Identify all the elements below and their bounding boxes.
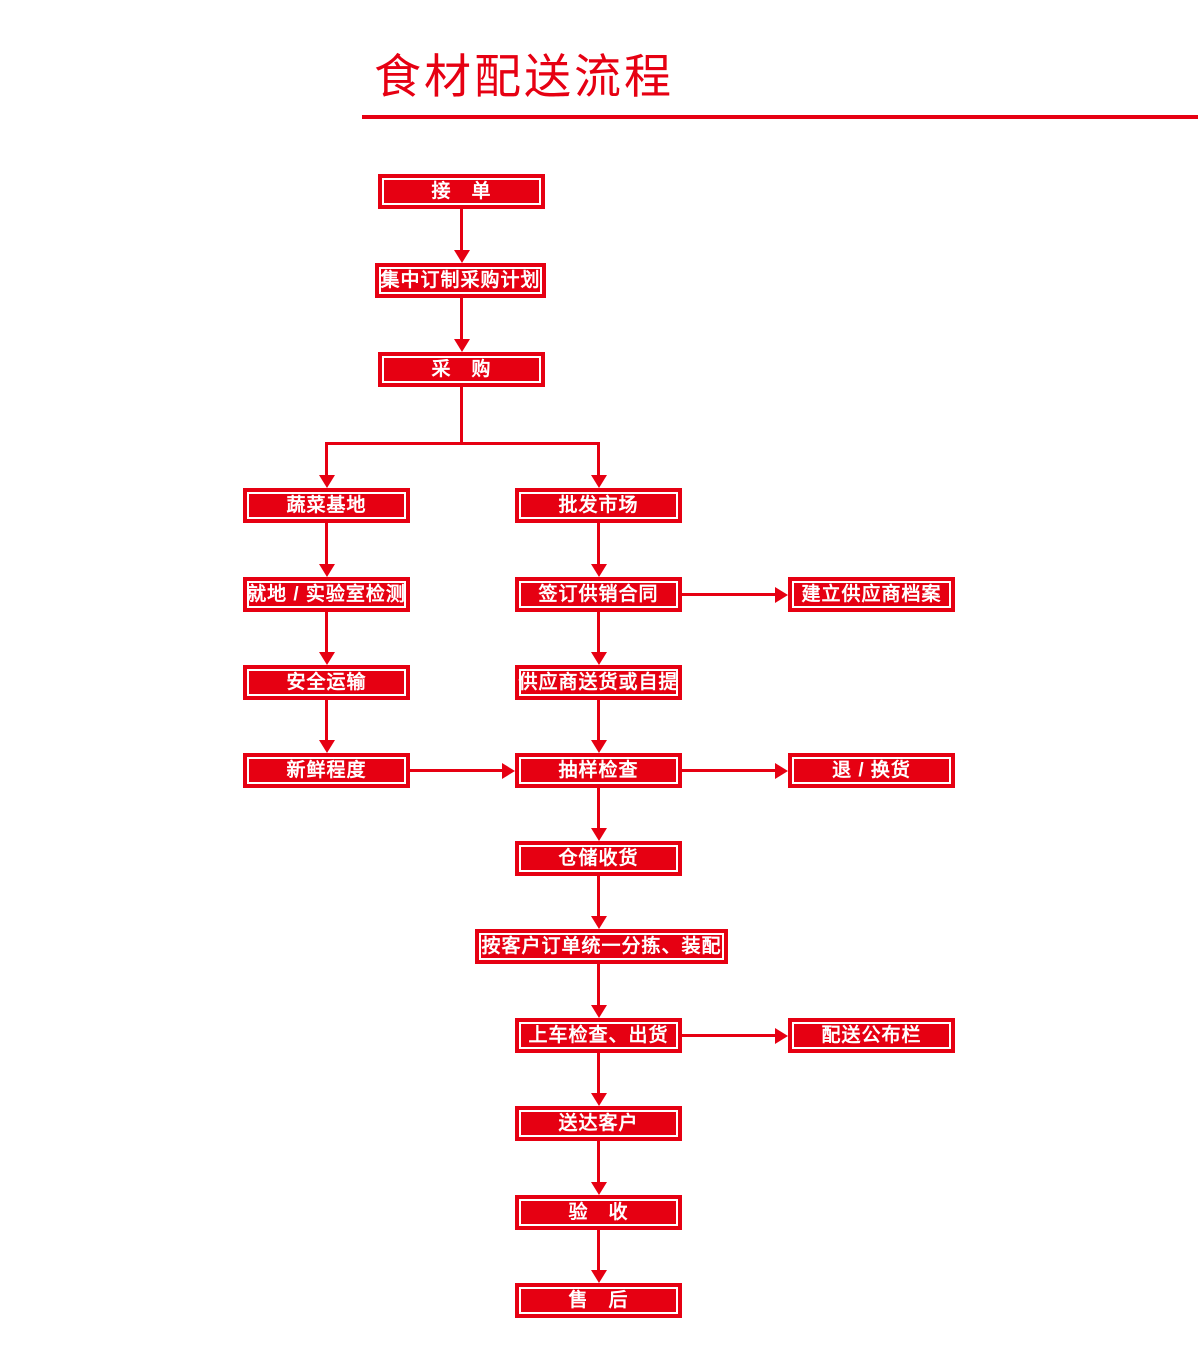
flow-node-after-sales: 售 后 [515, 1283, 682, 1318]
flow-node-label: 就地 / 实验室检测 [247, 584, 406, 605]
flow-node-label: 配送公布栏 [821, 1025, 922, 1046]
flow-node-label: 抽样检查 [558, 760, 639, 781]
flow-node-sampling-inspection: 抽样检查 [515, 753, 682, 788]
flow-node-vegetable-base: 蔬菜基地 [243, 488, 410, 523]
flow-node-label: 上车检查、出货 [528, 1025, 669, 1046]
flow-node-label: 建立供应商档案 [801, 584, 942, 605]
connector-line [460, 387, 463, 444]
flow-node-supplier-delivery: 供应商送货或自提 [515, 665, 682, 700]
flow-node-label: 退 / 换货 [832, 760, 911, 781]
flow-node-label: 集中订制采购计划 [380, 270, 541, 291]
arrow-down-icon [597, 964, 600, 1005]
flow-node-supplier-archive: 建立供应商档案 [788, 577, 955, 612]
flow-node-label: 新鲜程度 [286, 760, 367, 781]
arrow-down-icon [597, 523, 600, 564]
arrow-down-icon [325, 523, 328, 564]
connector-line [325, 442, 600, 445]
page-title: 食材配送流程 [374, 50, 674, 103]
flow-node-purchase-plan: 集中订制采购计划 [375, 263, 546, 298]
arrow-down-icon [597, 1230, 600, 1270]
flow-node-warehouse-receiving: 仓储收货 [515, 841, 682, 876]
flow-node-return-exchange: 退 / 换货 [788, 753, 955, 788]
flow-node-label: 接 单 [431, 181, 492, 202]
arrow-down-icon [325, 612, 328, 652]
flow-node-label: 售 后 [568, 1290, 629, 1311]
flow-node-wholesale-market: 批发市场 [515, 488, 682, 523]
flow-node-freshness-level: 新鲜程度 [243, 753, 410, 788]
arrow-down-icon [325, 700, 328, 740]
arrow-down-icon [460, 298, 463, 339]
flow-node-label: 仓储收货 [558, 848, 639, 869]
flow-node-label: 签订供销合同 [538, 584, 659, 605]
arrow-down-icon [460, 209, 463, 250]
arrow-down-icon [597, 788, 600, 828]
flow-node-label: 批发市场 [558, 495, 639, 516]
flow-node-sorting-assembly: 按客户订单统一分拣、装配 [475, 929, 728, 964]
arrow-down-icon [597, 1053, 600, 1093]
flow-node-label: 验 收 [568, 1202, 629, 1223]
arrow-down-icon [597, 876, 600, 916]
arrow-down-icon [325, 442, 328, 475]
arrow-right-icon [682, 1034, 775, 1037]
flow-node-label: 蔬菜基地 [286, 495, 367, 516]
flow-node-onsite-lab-test: 就地 / 实验室检测 [243, 577, 410, 612]
flow-node-label: 供应商送货或自提 [518, 672, 679, 693]
flow-node-safe-transport: 安全运输 [243, 665, 410, 700]
flow-node-procurement: 采 购 [378, 352, 545, 387]
arrow-down-icon [597, 612, 600, 652]
arrow-down-icon [597, 700, 600, 740]
arrow-down-icon [597, 1141, 600, 1182]
flow-node-label: 按客户订单统一分拣、装配 [481, 936, 722, 957]
arrow-right-icon [682, 769, 775, 772]
arrow-down-icon [597, 442, 600, 475]
flow-node-sign-supply-contract: 签订供销合同 [515, 577, 682, 612]
flow-node-label: 安全运输 [286, 672, 367, 693]
title-underline [362, 115, 1198, 119]
arrow-right-icon [410, 769, 502, 772]
flow-node-receive-order: 接 单 [378, 174, 545, 209]
flow-node-label: 采 购 [431, 359, 492, 380]
flow-node-loading-check-ship: 上车检查、出货 [515, 1018, 682, 1053]
flow-node-deliver-to-customer: 送达客户 [515, 1106, 682, 1141]
arrow-right-icon [682, 593, 775, 596]
flow-node-delivery-board: 配送公布栏 [788, 1018, 955, 1053]
flow-node-acceptance: 验 收 [515, 1195, 682, 1230]
flow-node-label: 送达客户 [558, 1113, 639, 1134]
